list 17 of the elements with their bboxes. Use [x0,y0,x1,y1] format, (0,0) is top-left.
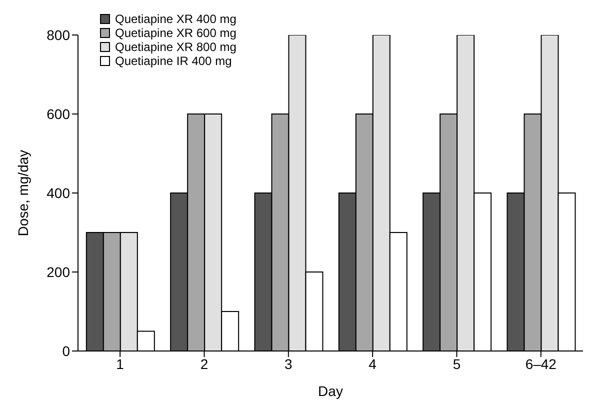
x-tick-label: 1 [116,356,124,372]
x-tick-label: 4 [368,356,377,372]
y-tick-label: 400 [46,184,70,201]
y-tick-label: 200 [46,264,70,280]
x-tick-label: 2 [200,356,208,372]
x-tick-label: 6–42 [525,356,557,372]
y-tick-label: 800 [46,26,70,43]
x-tick-label: 3 [284,356,293,372]
legend-label: Quetiapine XR 600 mg [114,26,236,40]
x-tick-label: 5 [452,356,461,372]
legend-label: Quetiapine XR 800 mg [114,40,236,54]
y-tick-label: 600 [46,106,70,122]
legend-label: Quetiapine XR 400 mg [114,12,236,26]
x-axis-title: Day [318,383,343,399]
y-tick-label: 0 [62,342,70,359]
legend-label: Quetiapine IR 400 mg [114,54,233,68]
y-axis-title: Dose, mg/day [14,150,31,236]
